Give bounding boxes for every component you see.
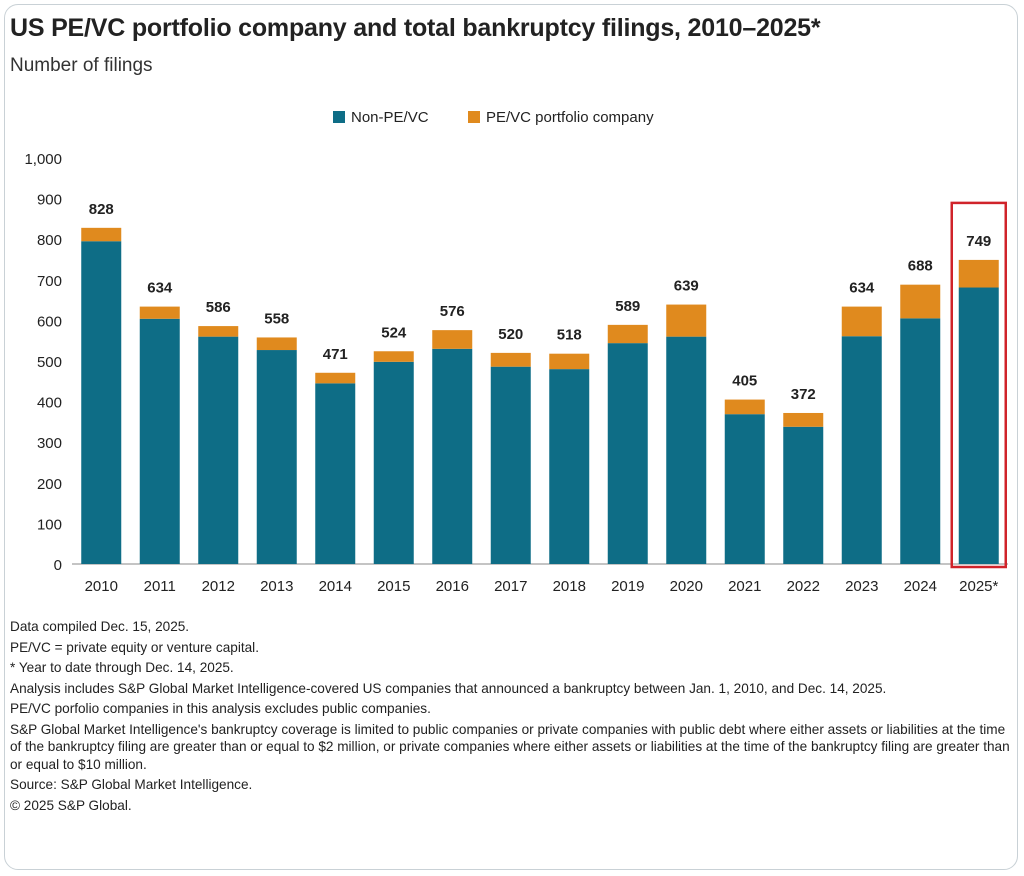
total-label: 634 <box>849 280 875 297</box>
bar-non-pevc <box>900 318 941 564</box>
bar-pevc <box>607 324 648 344</box>
bar-non-pevc <box>373 361 414 564</box>
total-label: 524 <box>381 324 407 341</box>
y-tick-label: 800 <box>37 232 62 249</box>
y-tick-label: 500 <box>37 354 62 371</box>
total-label: 558 <box>264 310 289 327</box>
bar-non-pevc <box>490 366 531 564</box>
chart-subtitle: Number of filings <box>10 55 153 76</box>
x-tick-label: 2019 <box>611 578 644 595</box>
bar-non-pevc <box>549 369 590 564</box>
y-tick-label: 200 <box>37 476 62 493</box>
bar-non-pevc <box>198 336 239 564</box>
y-tick-label: 700 <box>37 273 62 290</box>
y-tick-label: 0 <box>54 557 62 574</box>
x-tick-label: 2025* <box>959 578 998 595</box>
bar-pevc <box>783 412 824 427</box>
chart-notes: Data compiled Dec. 15, 2025. PE/VC = pri… <box>10 618 1010 817</box>
total-label: 518 <box>557 327 582 344</box>
bar-pevc <box>900 284 941 319</box>
x-tick-label: 2024 <box>904 578 937 595</box>
x-tick-label: 2011 <box>144 578 176 595</box>
bar-pevc <box>490 352 531 367</box>
y-tick-label: 1,000 <box>24 151 62 168</box>
bar-pevc <box>373 351 414 362</box>
bar-non-pevc <box>724 414 765 564</box>
x-tick-label: 2023 <box>845 578 878 595</box>
legend-swatch-non-pevc <box>333 111 345 123</box>
bar-pevc <box>315 372 356 384</box>
bar-non-pevc <box>958 287 999 564</box>
bar-non-pevc <box>666 336 707 564</box>
y-tick-label: 100 <box>37 516 62 533</box>
total-label: 471 <box>323 346 348 363</box>
x-tick-label: 2022 <box>787 578 820 595</box>
legend-label-non-pevc: Non-PE/VC <box>351 109 429 126</box>
total-label: 688 <box>908 258 933 275</box>
x-tick-label: 2021 <box>728 578 761 595</box>
total-label: 828 <box>89 201 114 218</box>
highlight-box-2025 <box>950 201 1007 569</box>
bar-pevc <box>81 227 122 242</box>
x-tick-label: 2015 <box>377 578 410 595</box>
legend-label-pevc: PE/VC portfolio company <box>486 109 654 126</box>
note-ytd: * Year to date through Dec. 14, 2025. <box>10 660 234 675</box>
bar-non-pevc <box>81 241 122 565</box>
total-label: 634 <box>147 280 173 297</box>
total-label: 586 <box>206 299 231 316</box>
x-tick-label: 2010 <box>85 578 118 595</box>
total-label: 749 <box>966 233 991 250</box>
x-tick-label: 2014 <box>319 578 352 595</box>
y-tick-label: 300 <box>37 435 62 452</box>
bar-non-pevc <box>841 336 882 564</box>
stacked-bar-chart: Non-PE/VC PE/VC portfolio company 0 100 200 3… <box>24 109 1008 595</box>
x-tick-label: 2020 <box>670 578 703 595</box>
x-tick-label: 2017 <box>494 578 527 595</box>
note-coverage: S&P Global Market Intelligence's bankrup… <box>10 721 1010 772</box>
x-tick-label: 2013 <box>260 578 293 595</box>
bar-pevc <box>958 259 999 288</box>
note-exclusion: PE/VC porfolio companies in this analysi… <box>10 701 431 716</box>
bar-pevc <box>256 337 297 351</box>
total-label: 589 <box>615 298 640 315</box>
bar-pevc <box>724 399 765 415</box>
bar-pevc <box>549 353 590 370</box>
bar-non-pevc <box>256 350 297 564</box>
total-label: 405 <box>732 373 757 390</box>
chart-title: US PE/VC portfolio company and total ban… <box>10 14 821 42</box>
bar-pevc <box>198 326 239 337</box>
bar-pevc <box>432 330 473 349</box>
bar-non-pevc <box>315 383 356 564</box>
total-label: 372 <box>791 386 816 403</box>
bar-non-pevc <box>607 343 648 564</box>
total-label: 576 <box>440 303 465 320</box>
note-pevc-definition: PE/VC = private equity or venture capita… <box>10 639 259 655</box>
total-label: 520 <box>498 326 523 343</box>
bar-pevc <box>841 306 882 337</box>
note-analysis-scope: Analysis includes S&P Global Market Inte… <box>10 680 887 696</box>
x-tick-label: 2012 <box>202 578 235 595</box>
x-tick-label: 2018 <box>553 578 586 595</box>
note-copyright: © 2025 S&P Global. <box>10 797 132 813</box>
y-tick-label: 600 <box>37 313 62 330</box>
bar-non-pevc <box>139 318 180 564</box>
y-tick-label: 400 <box>37 395 62 412</box>
legend-swatch-pevc <box>468 111 480 123</box>
bar-pevc <box>139 306 180 319</box>
total-label: 639 <box>674 278 699 295</box>
bar-pevc <box>666 304 707 337</box>
x-tick-label: 2016 <box>436 578 469 595</box>
y-tick-label: 900 <box>37 192 62 209</box>
bar-non-pevc <box>432 348 473 564</box>
note-source: Source: S&P Global Market Intelligence. <box>10 777 253 792</box>
bar-non-pevc <box>783 426 824 564</box>
note-compiled: Data compiled Dec. 15, 2025. <box>10 619 190 634</box>
